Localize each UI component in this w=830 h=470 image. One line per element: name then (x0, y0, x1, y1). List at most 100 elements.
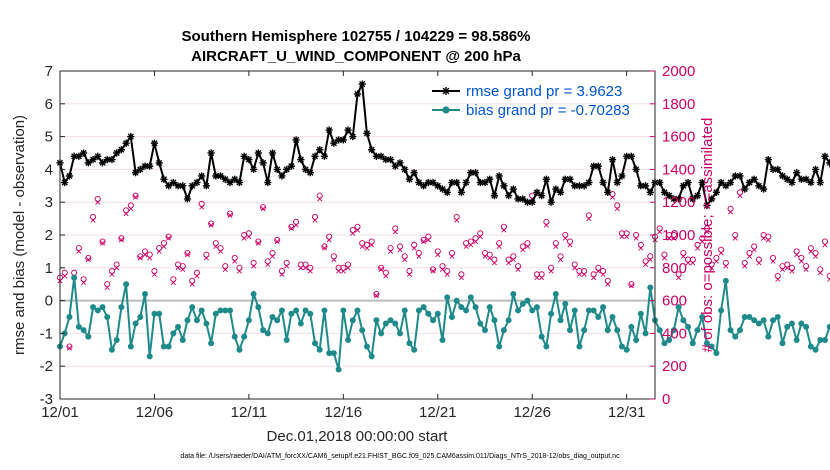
bias-point (397, 330, 403, 337)
obs-possible-point (722, 259, 729, 266)
rmse-point (301, 165, 310, 173)
rmse-point-stroke (236, 179, 243, 186)
rmse-point (660, 188, 669, 196)
obs-assimilated-stroke (369, 242, 375, 248)
obs-assimilated-point (614, 206, 620, 212)
rmse-point-stroke (755, 182, 762, 189)
bias-point (90, 304, 97, 311)
rmse-point-stroke (212, 172, 219, 180)
obs-possible-point (694, 241, 701, 248)
obs-assimilated-stroke (756, 260, 762, 266)
obs-assimilated-stroke (704, 229, 710, 235)
bias-point (203, 320, 210, 327)
obs-assimilated-stroke (180, 266, 186, 272)
obs-assimilated-point (218, 248, 224, 254)
rmse-point (434, 182, 442, 190)
y2-tick-label: 1000 (662, 227, 695, 244)
obs-possible-point (382, 269, 389, 276)
obs-assimilated-point (756, 260, 762, 266)
rmse-point (193, 178, 201, 187)
obs-assimilated-point (732, 235, 738, 241)
obs-assimilated-point (298, 265, 304, 271)
obs-possible-point (160, 240, 167, 247)
rmse-point-stroke (335, 136, 342, 143)
rmse-point-stroke (774, 166, 781, 173)
rmse-point (453, 178, 461, 187)
rmse-point (98, 159, 107, 167)
rmse-point-stroke (448, 179, 456, 186)
bias-point (463, 307, 470, 314)
x-axis-label: Dec.01,2018 00:00:00 start (267, 428, 449, 445)
obs-assimilated-stroke (326, 237, 332, 243)
rmse-point (726, 178, 735, 187)
obs-assimilated-point (421, 239, 427, 245)
obs-possible-point (713, 254, 720, 262)
obs-possible-point (562, 231, 569, 239)
obs-assimilated-stroke (208, 222, 214, 228)
bias-point (812, 346, 819, 353)
obs-possible-point (189, 277, 196, 284)
rmse-point-stroke (779, 172, 786, 180)
obs-assimilated-point (789, 268, 795, 274)
rmse-point (292, 136, 300, 144)
rmse-point (750, 175, 758, 183)
obs-assimilated-stroke (444, 271, 450, 277)
obs-assimilated-point (638, 245, 644, 251)
obs-assimilated-stroke (435, 252, 441, 258)
rmse-point-stroke (392, 163, 399, 170)
y2-tick-label: 1800 (662, 96, 695, 113)
rmse-point (816, 178, 824, 187)
obs-assimilated-point (454, 217, 460, 223)
obs-assimilated-stroke (123, 211, 129, 217)
obs-possible-point (198, 200, 205, 207)
obs-possible-point (415, 249, 422, 257)
obs-assimilated-stroke (586, 216, 592, 222)
obs-possible-point (741, 259, 748, 266)
bias-point (179, 336, 186, 343)
bias-point (746, 314, 753, 320)
rmse-point (61, 178, 69, 187)
bias-point (208, 340, 215, 347)
obs-possible-point (510, 253, 517, 260)
obs-assimilated-point (501, 227, 507, 233)
rmse-point-stroke (396, 159, 404, 166)
obs-assimilated-stroke (331, 257, 337, 263)
bias-point (425, 310, 432, 317)
bias-point (434, 310, 441, 317)
rmse-point (793, 169, 801, 177)
y2-tick-label: 0 (662, 391, 670, 408)
obs-assimilated-point (676, 275, 682, 281)
rmse-point (368, 146, 376, 154)
bias-point (99, 304, 106, 311)
obs-assimilated-point (605, 281, 611, 287)
rmse-point-stroke (429, 179, 437, 186)
x-tick-label: 12/26 (513, 404, 551, 421)
rmse-point-stroke (354, 90, 361, 98)
obs-assimilated-point (784, 265, 790, 271)
rmse-point-stroke (689, 195, 696, 203)
obs-assimilated-point (524, 243, 531, 249)
rmse-point (438, 185, 447, 193)
rmse-point (802, 175, 810, 183)
obs-assimilated-point (170, 280, 176, 286)
bias-point (326, 350, 333, 357)
y2-tick-label: 1200 (662, 194, 695, 211)
obs-possible-point (236, 264, 243, 271)
bias-point (330, 350, 337, 357)
obs-assimilated-stroke (232, 258, 238, 264)
obs-assimilated-point (350, 230, 356, 236)
rmse-point-stroke (477, 179, 484, 186)
obs-assimilated-stroke (718, 250, 724, 256)
obs-assimilated-stroke (90, 217, 96, 223)
y-tick-label: 2 (45, 227, 53, 244)
obs-assimilated-point (317, 196, 323, 202)
rmse-point (273, 165, 281, 173)
bias-point (335, 366, 342, 373)
bias-point (552, 291, 559, 298)
bias-point (666, 336, 673, 343)
obs-possible-point (755, 256, 762, 263)
rmse-point-stroke (746, 179, 753, 186)
bias-point (293, 307, 300, 314)
bias-point (581, 327, 588, 334)
rmse-point-stroke (481, 179, 489, 186)
